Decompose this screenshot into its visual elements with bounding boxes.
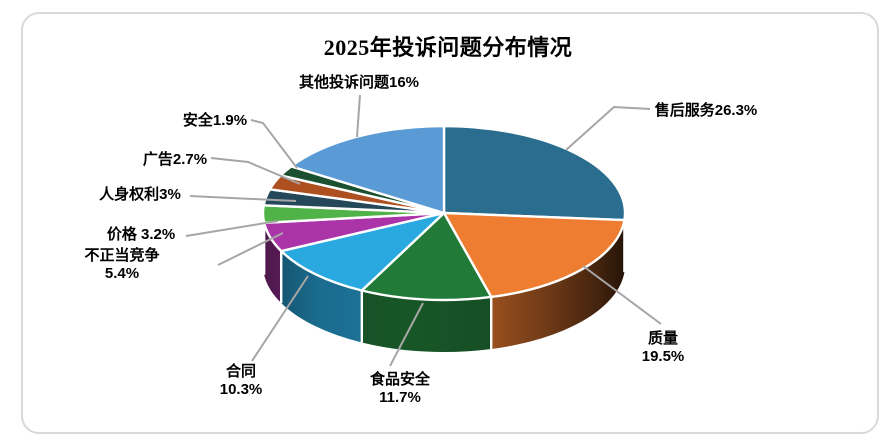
leader-line-7 bbox=[210, 157, 301, 185]
pie-wall-shading bbox=[263, 213, 625, 352]
chart-title: 2025年投诉问题分布情况 bbox=[323, 35, 573, 60]
leader-line-4 bbox=[217, 232, 284, 266]
pie-slice-2[interactable] bbox=[360, 211, 493, 302]
leader-line-8 bbox=[250, 119, 298, 169]
pie-slice-1[interactable] bbox=[442, 211, 626, 299]
leader-line-9 bbox=[356, 94, 361, 138]
pie-slice-0[interactable] bbox=[442, 124, 627, 222]
leader-line-6 bbox=[189, 195, 297, 202]
leader-line-5 bbox=[185, 220, 279, 237]
leader-line-0 bbox=[565, 105, 651, 151]
leader-line-1 bbox=[582, 265, 662, 325]
leader-line-2 bbox=[389, 302, 424, 367]
leader-line-3 bbox=[251, 275, 309, 362]
pie-slice-3[interactable] bbox=[280, 211, 446, 292]
